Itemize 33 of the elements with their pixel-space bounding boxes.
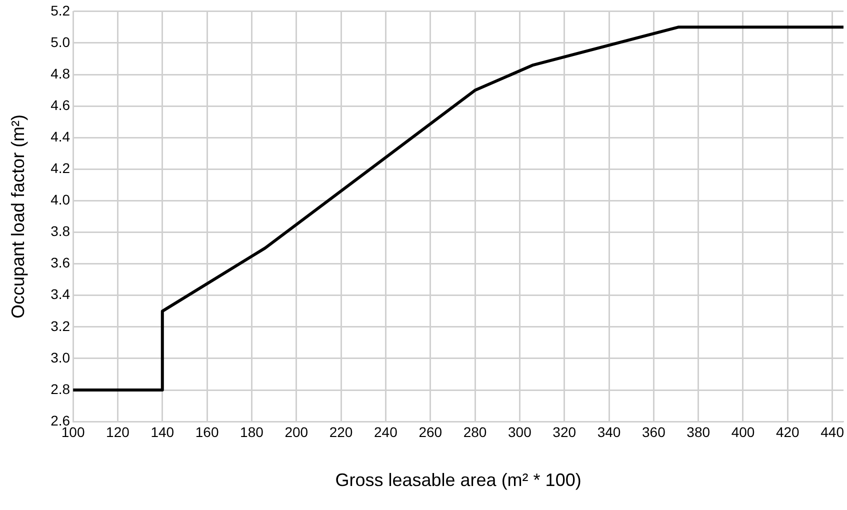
x-tick-label: 240 [374,424,398,440]
y-tick-label: 5.0 [50,34,70,50]
y-tick-label: 4.4 [50,128,70,144]
x-tick-label: 120 [106,424,130,440]
y-tick-label: 3.2 [50,318,70,334]
x-tick-label: 400 [731,424,755,440]
x-tick-label: 420 [776,424,800,440]
x-tick-label: 380 [686,424,710,440]
y-tick-label: 3.8 [50,223,70,240]
x-tick-label: 140 [150,424,174,440]
x-tick-label: 260 [418,424,442,440]
x-tick-label: 280 [463,424,487,440]
x-tick-label: 360 [642,424,666,440]
y-tick-label: 4.8 [50,65,70,82]
x-tick-label: 300 [508,424,532,440]
y-tick-label: 2.6 [50,412,70,428]
x-tick-label: 220 [329,424,353,440]
x-tick-label: 320 [552,424,576,440]
y-tick-label: 5.2 [50,2,70,18]
x-tick-label: 180 [240,424,264,440]
x-tick-label: 440 [820,424,844,440]
x-tick-label: 200 [284,424,308,440]
y-tick-label: 4.6 [50,96,70,113]
y-tick-label: 2.8 [50,380,70,397]
x-tick-label: 160 [195,424,219,440]
y-tick-label: 4.0 [50,192,70,208]
x-axis-title: Gross leasable area (m² * 100) [335,470,582,490]
y-axis-title: Occupant load factor (m²) [8,114,28,319]
y-tick-label: 3.4 [50,286,70,302]
y-tick-label: 4.2 [50,160,70,176]
y-tick-label: 3.0 [50,349,70,366]
x-tick-label: 340 [597,424,621,440]
y-tick-label: 3.6 [50,254,70,271]
